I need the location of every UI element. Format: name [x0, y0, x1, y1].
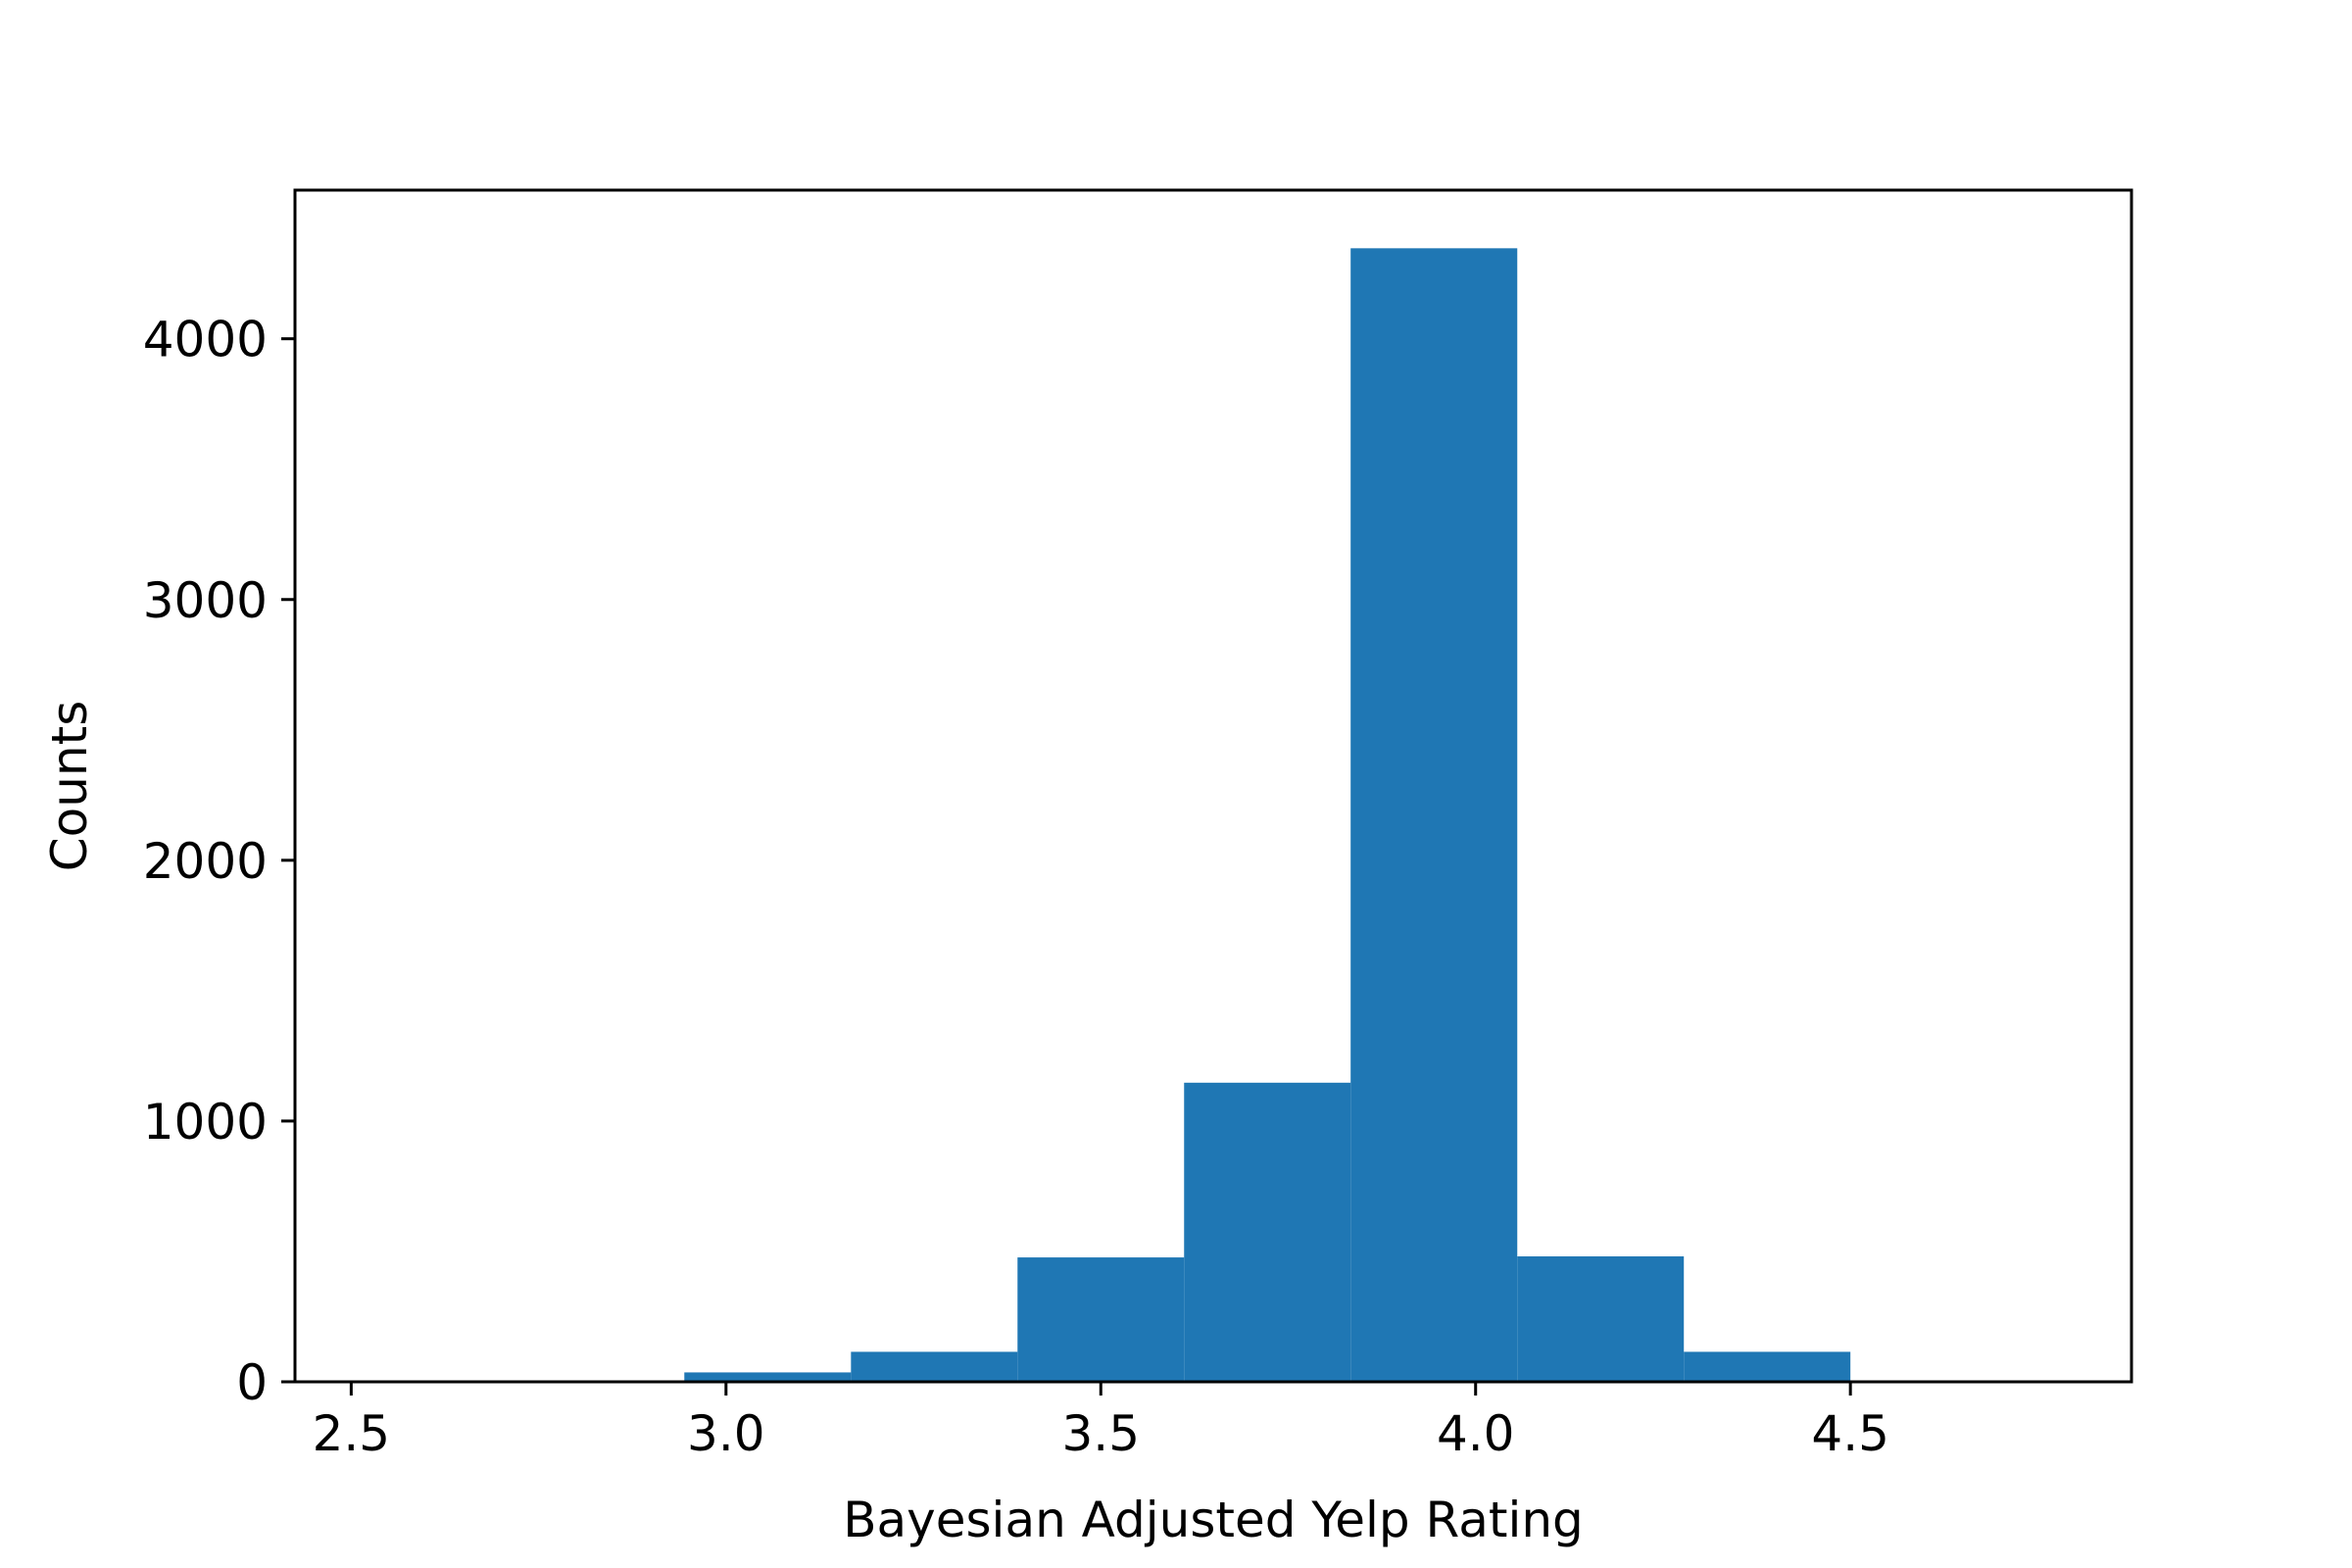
bars-layer — [684, 248, 1851, 1382]
y-tick-label-3: 3000 — [143, 572, 268, 629]
histogram-bar-7 — [1517, 1256, 1685, 1382]
histogram-bar-8 — [1684, 1351, 1851, 1382]
y-tick-label-2: 2000 — [143, 833, 268, 890]
y-tick-label-1: 1000 — [143, 1094, 268, 1151]
histogram-bar-2 — [684, 1372, 852, 1382]
y-tick-label-0: 0 — [236, 1354, 268, 1411]
x-tick-label-4: 4.5 — [1811, 1405, 1889, 1462]
x-tick-label-1: 3.0 — [687, 1405, 765, 1462]
axes-frame — [293, 188, 2133, 1384]
histogram-bar-5 — [1184, 1082, 1351, 1382]
x-tick-label-0: 2.5 — [313, 1405, 391, 1462]
x-tick-label-2: 3.5 — [1061, 1405, 1140, 1462]
y-axis-ticks: 0 1000 2000 3000 4000 — [143, 312, 295, 1411]
histogram-bar-6 — [1350, 248, 1518, 1382]
histogram-bar-3 — [851, 1351, 1018, 1382]
y-axis-label: Counts — [41, 701, 98, 872]
y-tick-label-4: 4000 — [143, 312, 268, 368]
x-axis-label: Bayesian Adjusted Yelp Rating — [843, 1492, 1584, 1548]
x-axis-ticks: 2.5 3.0 3.5 4.0 4.5 — [313, 1382, 1889, 1462]
histogram-bar-4 — [1017, 1257, 1185, 1382]
x-tick-label-3: 4.0 — [1437, 1405, 1515, 1462]
